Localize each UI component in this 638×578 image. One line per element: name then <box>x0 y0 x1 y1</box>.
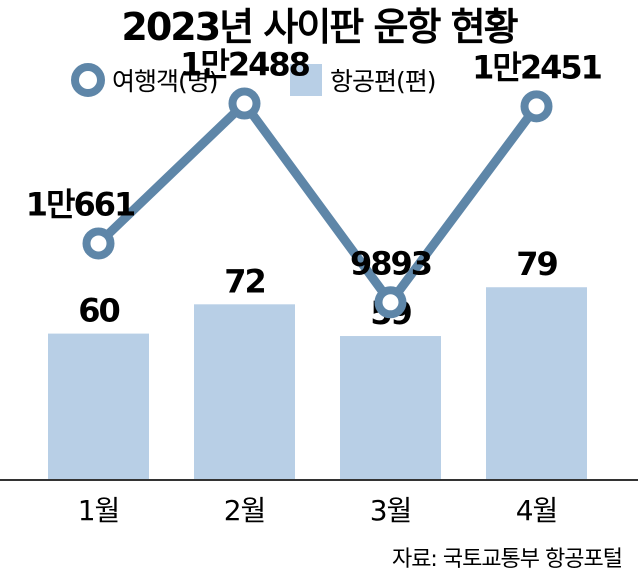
bar-series <box>48 287 587 480</box>
bar-3 <box>340 336 441 480</box>
line-points <box>82 87 553 319</box>
line-point-1 <box>82 227 115 260</box>
category-label-3: 3월 <box>370 494 412 527</box>
legend-line-marker <box>71 63 105 97</box>
chart-title: 2023년 사이판 운항 현황 <box>121 5 518 49</box>
source-note: 자료: 국토교통부 항공포털 <box>392 547 622 572</box>
legend-bar-swatch <box>290 64 322 96</box>
legend-label-passengers: 여행객(명) <box>112 67 218 96</box>
line-label-4: 1만2451 <box>472 48 602 86</box>
bar-2 <box>194 304 295 480</box>
bar-labels: 60725979 <box>78 245 559 332</box>
bar-1 <box>48 333 149 480</box>
bar-4 <box>486 287 587 480</box>
x-axis-categories: 1월 2월 3월 4월 <box>78 494 559 527</box>
line-label-1: 1만661 <box>26 185 135 223</box>
category-label-2: 2월 <box>224 494 266 527</box>
line-series <box>95 99 541 307</box>
bar-label-4: 79 <box>516 245 557 283</box>
passenger-line <box>95 99 541 307</box>
category-label-1: 1월 <box>78 494 120 527</box>
legend: 여행객(명) 항공편(편) <box>71 63 437 97</box>
bar-label-2: 72 <box>224 262 265 300</box>
line-label-3: 9893 <box>350 244 431 282</box>
category-label-4: 4월 <box>516 494 558 527</box>
line-point-4 <box>520 90 553 123</box>
line-labels: 1만661 1만2488 9893 1만2451 <box>26 46 604 283</box>
line-point-2 <box>228 87 261 120</box>
line-label-2: 1만2488 <box>180 46 310 84</box>
bar-label-1: 60 <box>78 292 119 330</box>
legend-label-flights: 항공편(편) <box>330 67 436 96</box>
line-point-3 <box>374 286 407 319</box>
